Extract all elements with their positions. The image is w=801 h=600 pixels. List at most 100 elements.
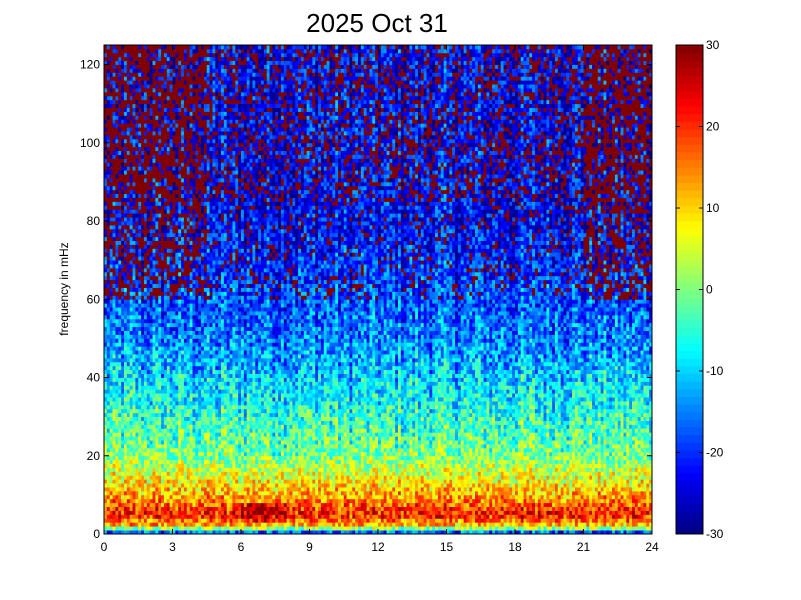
heatmap-cell [612, 475, 615, 479]
heatmap-cell [312, 507, 315, 511]
heatmap-cell [555, 448, 558, 452]
heatmap-cell [455, 479, 458, 483]
heatmap-cell [138, 526, 141, 530]
heatmap-cell [424, 503, 427, 507]
heatmap-cell [389, 483, 392, 487]
heatmap-cell [407, 475, 410, 479]
heatmap-cell [264, 432, 267, 436]
heatmap-cell [575, 444, 578, 448]
heatmap-cell [615, 491, 618, 495]
heatmap-cell [461, 514, 464, 518]
heatmap-cell [424, 471, 427, 475]
heatmap-cell [369, 479, 372, 483]
heatmap-cell [238, 456, 241, 460]
heatmap-cell [230, 444, 233, 448]
heatmap-cell [378, 495, 381, 499]
heatmap-cell [469, 471, 472, 475]
heatmap-cell [324, 460, 327, 464]
heatmap-cell [489, 456, 492, 460]
heatmap-cell [595, 507, 598, 511]
heatmap-cell [321, 518, 324, 522]
heatmap-cell [632, 440, 635, 444]
heatmap-cell [404, 503, 407, 507]
heatmap-cell [247, 495, 250, 499]
heatmap-cell [621, 491, 624, 495]
heatmap-cell [349, 444, 352, 448]
heatmap-cell [478, 440, 481, 444]
heatmap-cell [278, 468, 281, 472]
heatmap-cell [247, 479, 250, 483]
heatmap-cell [127, 491, 130, 495]
heatmap-cell [424, 479, 427, 483]
heatmap-cell [344, 468, 347, 472]
heatmap-cell [569, 507, 572, 511]
heatmap-cell [592, 526, 595, 530]
heatmap-cell [158, 507, 161, 511]
heatmap-cell [609, 522, 612, 526]
heatmap-cell [261, 479, 264, 483]
heatmap-cell [127, 522, 130, 526]
heatmap-cell [412, 444, 415, 448]
heatmap-cell [181, 495, 184, 499]
heatmap-cell [384, 448, 387, 452]
heatmap-cell [466, 460, 469, 464]
heatmap-cell [255, 507, 258, 511]
heatmap-cell [401, 503, 404, 507]
heatmap-cell [170, 487, 173, 491]
heatmap-cell [355, 495, 358, 499]
heatmap-cell [178, 499, 181, 503]
heatmap-cell [612, 456, 615, 460]
heatmap-cell [424, 487, 427, 491]
heatmap-cell [407, 507, 410, 511]
heatmap-cell [643, 483, 646, 487]
heatmap-cell [455, 503, 458, 507]
heatmap-cell [392, 436, 395, 440]
heatmap-cell [541, 440, 544, 444]
heatmap-cell [267, 499, 270, 503]
heatmap-cell [412, 456, 415, 460]
heatmap-cell [118, 495, 121, 499]
heatmap-cell [432, 483, 435, 487]
heatmap-cell [561, 491, 564, 495]
heatmap-cell [298, 526, 301, 530]
heatmap-cell [424, 483, 427, 487]
heatmap-cell [521, 487, 524, 491]
heatmap-cell [175, 444, 178, 448]
heatmap-cell [272, 479, 275, 483]
heatmap-cell [178, 491, 181, 495]
heatmap-cell [395, 468, 398, 472]
heatmap-cell [307, 522, 310, 526]
heatmap-cell [247, 464, 250, 468]
heatmap-cell [441, 526, 444, 530]
heatmap-cell [449, 448, 452, 452]
heatmap-cell [221, 503, 224, 507]
heatmap-cell [609, 479, 612, 483]
heatmap-cell [164, 460, 167, 464]
heatmap-cell [404, 440, 407, 444]
heatmap-cell [618, 468, 621, 472]
heatmap-cell [486, 511, 489, 515]
heatmap-cell [618, 487, 621, 491]
heatmap-cell [606, 456, 609, 460]
heatmap-cell [526, 526, 529, 530]
heatmap-cell [429, 526, 432, 530]
heatmap-cell [133, 452, 136, 456]
heatmap-cell [232, 479, 235, 483]
heatmap-cell [218, 464, 221, 468]
heatmap-cell [584, 460, 587, 464]
heatmap-cell [281, 526, 284, 530]
heatmap-cell [461, 507, 464, 511]
heatmap-cell [135, 503, 138, 507]
heatmap-cell [210, 444, 213, 448]
heatmap-cell [441, 495, 444, 499]
heatmap-cell [612, 499, 615, 503]
heatmap-cell [464, 499, 467, 503]
heatmap-cell [295, 514, 298, 518]
heatmap-cell [307, 479, 310, 483]
heatmap-cell [372, 483, 375, 487]
heatmap-cell [572, 514, 575, 518]
heatmap-cell [529, 491, 532, 495]
heatmap-cell [267, 503, 270, 507]
heatmap-cell [318, 503, 321, 507]
heatmap-cell [250, 464, 253, 468]
